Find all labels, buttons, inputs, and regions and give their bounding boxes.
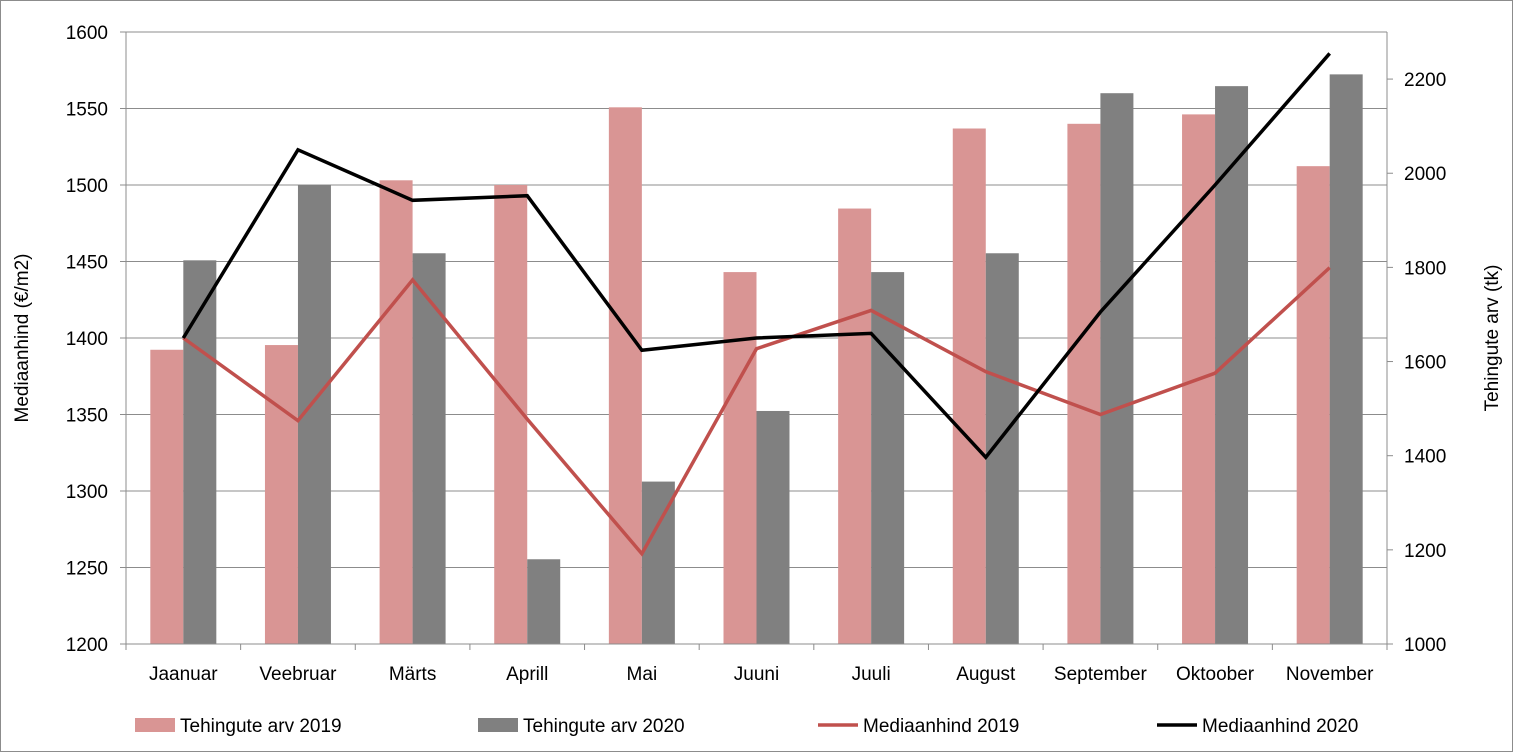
x-tick-label: Veebruar (259, 664, 337, 685)
right-tick-label: 1800 (1404, 258, 1446, 279)
axes (120, 31, 1393, 650)
legend-label-3: Mediaanhind 2020 (1202, 716, 1358, 737)
legend-label-2: Mediaanhind 2019 (863, 716, 1019, 737)
series-line-0 (182, 266, 1331, 557)
legend: Tehingute arv 2019 Tehingute arv 2020 Medi… (135, 716, 1358, 737)
x-tick-label: Juuni (734, 664, 779, 685)
left-tick-label: 1300 (66, 482, 108, 503)
bar-0-10 (1296, 166, 1330, 644)
bar-1-3 (527, 559, 561, 644)
x-tick-label: September (1054, 664, 1148, 685)
right-tick-label: 1600 (1404, 353, 1446, 374)
right-tick-label: 1200 (1404, 541, 1446, 562)
bar-0-7 (952, 128, 986, 644)
bar-1-9 (1215, 86, 1249, 645)
left-tick-label: 1600 (66, 23, 108, 44)
x-tick-label: Juuli (852, 664, 891, 685)
bar-1-8 (1100, 93, 1134, 644)
x-tick-label: November (1286, 664, 1374, 685)
x-axis-ticks: Jaanuar Veebruar Märts Aprill Mai Juuni Juuli A… (149, 664, 1374, 685)
right-tick-label: 2000 (1404, 164, 1446, 185)
left-tick-label: 1350 (66, 406, 108, 427)
x-tick-label: Mai (627, 664, 658, 685)
bar-1-5 (756, 410, 790, 644)
right-tick-label: 1000 (1404, 635, 1446, 656)
left-tick-label: 1500 (66, 176, 108, 197)
bar-0-2 (379, 180, 413, 645)
x-tick-label: Jaanuar (149, 664, 218, 685)
bar-0-8 (1067, 123, 1101, 645)
legend-swatch-1 (478, 718, 518, 732)
bar-0-4 (608, 107, 642, 645)
bar-0-0 (150, 349, 184, 644)
left-tick-label: 1450 (66, 253, 108, 274)
bar-1-10 (1329, 74, 1363, 644)
bar-1-2 (412, 253, 446, 644)
left-tick-label: 1400 (66, 329, 108, 350)
bar-0-5 (723, 272, 757, 644)
bar-0-1 (264, 345, 298, 644)
x-tick-label: August (956, 664, 1016, 685)
bars (150, 74, 1363, 645)
bar-0-6 (838, 208, 872, 645)
x-tick-label: Aprill (506, 664, 548, 685)
right-tick-label: 2200 (1404, 70, 1446, 91)
left-axis-ticks: 1200 1250 1300 1350 1400 1450 1500 1550 1600 (66, 23, 108, 656)
legend-swatch-0 (135, 718, 175, 732)
x-tick-label: Oktoober (1176, 664, 1255, 685)
left-tick-label: 1200 (66, 635, 108, 656)
legend-label-1: Tehingute arv 2020 (523, 716, 685, 737)
bar-1-4 (641, 481, 675, 644)
right-axis-title: Tehingute arv (tk) (1482, 265, 1503, 412)
bar-1-6 (871, 272, 905, 644)
bar-1-0 (183, 260, 217, 644)
series-line-1 (181, 52, 1332, 461)
right-axis-ticks: 1000 1200 1400 1600 1800 2000 2200 (1404, 70, 1446, 656)
left-tick-label: 1250 (66, 559, 108, 580)
left-axis-title: Mediaanhind (€/m2) (12, 254, 33, 423)
lines (181, 52, 1332, 557)
legend-label-0: Tehingute arv 2019 (180, 716, 342, 737)
x-tick-label: Märts (389, 664, 437, 685)
right-tick-label: 1400 (1404, 447, 1446, 468)
left-tick-label: 1550 (66, 100, 108, 121)
